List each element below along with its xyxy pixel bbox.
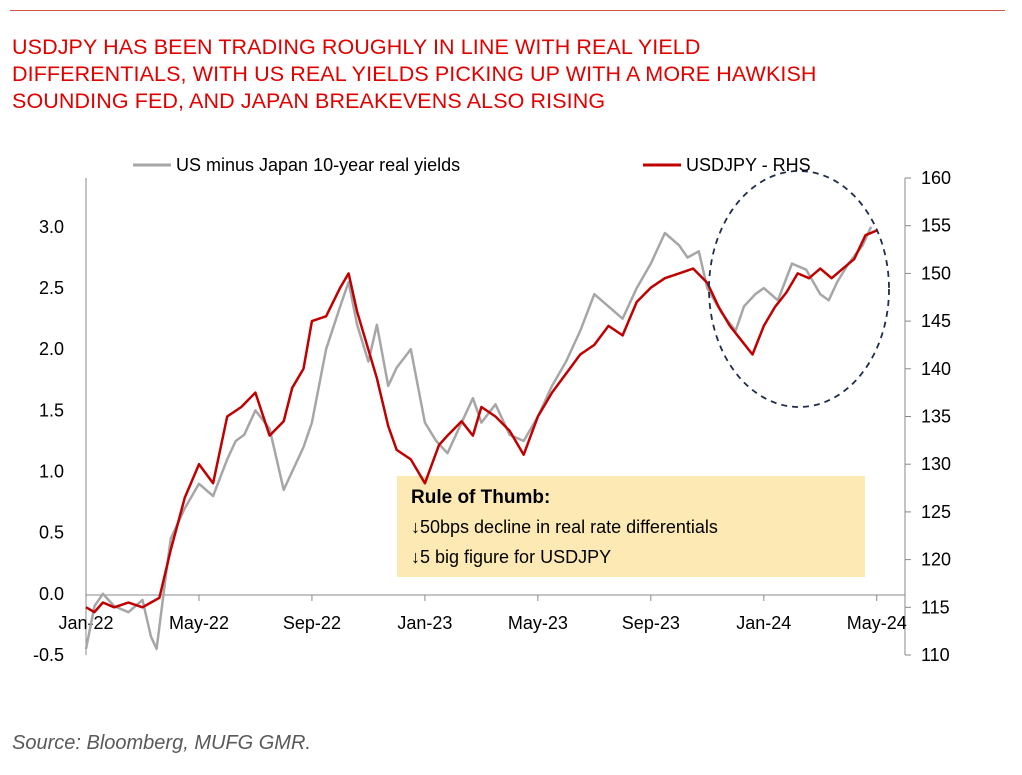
left-tick-label: 0.5 bbox=[39, 523, 64, 543]
top-divider bbox=[10, 10, 1005, 11]
left-tick-label: 3.0 bbox=[39, 217, 64, 237]
right-tick-label: 115 bbox=[921, 597, 950, 617]
right-tick-label: 120 bbox=[921, 550, 951, 570]
highlight-circle bbox=[708, 170, 890, 408]
x-tick-label: May-23 bbox=[508, 613, 568, 633]
series-line-real-yields bbox=[84, 226, 873, 651]
title-line-2: DIFFERENTIALS, WITH US REAL YIELDS PICKI… bbox=[12, 62, 817, 86]
left-tick-label: -0.5 bbox=[33, 645, 64, 665]
annotation-heading: Rule of Thumb: bbox=[411, 487, 550, 508]
left-tick-label: 2.0 bbox=[39, 339, 64, 359]
right-tick-label: 140 bbox=[921, 359, 951, 379]
right-tick-label: 145 bbox=[921, 311, 951, 331]
annotation-box bbox=[397, 476, 865, 577]
right-tick-label: 125 bbox=[921, 502, 951, 522]
chart-title: USDJPY HAS BEEN TRADING ROUGHLY IN LINE … bbox=[12, 34, 1012, 115]
right-tick-label: 130 bbox=[921, 454, 951, 474]
right-tick-label: 135 bbox=[921, 407, 951, 427]
annotation-line-1: ↓50bps decline in real rate differential… bbox=[411, 517, 718, 537]
x-tick-label: Jan-24 bbox=[736, 613, 791, 633]
title-line-3: SOUNDING FED, AND JAPAN BREAKEVENS ALSO … bbox=[12, 89, 606, 113]
x-tick-label: Sep-23 bbox=[622, 613, 680, 633]
left-tick-label: 0.0 bbox=[39, 584, 64, 604]
x-tick-label: Sep-22 bbox=[283, 613, 341, 633]
right-tick-label: 155 bbox=[921, 216, 951, 236]
right-tick-label: 110 bbox=[921, 645, 950, 665]
right-tick-label: 160 bbox=[921, 168, 951, 188]
x-tick-label: May-24 bbox=[847, 613, 907, 633]
x-axis-ticks: Jan-22 May-22 Sep-22 Jan-23 May-23 Sep-23 Jan-… bbox=[58, 595, 907, 633]
x-tick-label: Jan-23 bbox=[397, 613, 452, 633]
left-tick-label: 1.5 bbox=[39, 400, 64, 420]
x-tick-label: Jan-22 bbox=[58, 613, 113, 633]
legend-label-real-yields: US minus Japan 10-year real yields bbox=[176, 155, 460, 175]
title-line-1: USDJPY HAS BEEN TRADING ROUGHLY IN LINE … bbox=[12, 35, 701, 59]
left-tick-label: 1.0 bbox=[39, 462, 64, 482]
annotation-line-2: ↓5 big figure for USDJPY bbox=[411, 547, 611, 567]
source-note: Source: Bloomberg, MUFG GMR. bbox=[12, 732, 311, 754]
series-line-usdjpy bbox=[85, 229, 878, 614]
left-axis-ticks: -0.5 0.0 0.5 1.0 1.5 2.0 2.5 3.0 bbox=[33, 217, 64, 665]
right-axis-ticks: 110 115 120 125 130 135 140 145 150 155 160 bbox=[905, 168, 951, 665]
x-tick-label: May-22 bbox=[169, 613, 229, 633]
left-tick-label: 2.5 bbox=[39, 278, 64, 298]
right-tick-label: 150 bbox=[921, 263, 951, 283]
legend-label-usdjpy: USDJPY - RHS bbox=[686, 155, 811, 175]
